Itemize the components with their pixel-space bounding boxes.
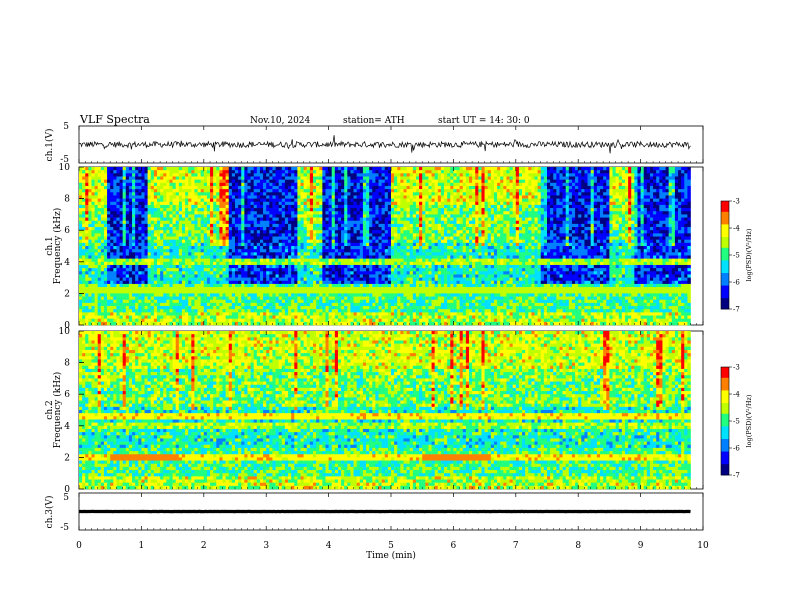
ch1-spectrogram-ylabel-frequency: Frequency (kHz) bbox=[52, 208, 63, 285]
figure-title: VLF Spectra bbox=[79, 113, 150, 126]
ch1-spectrogram-ytick-label: 6 bbox=[64, 226, 70, 236]
ch1-waveform-ylabel: ch.1(V) bbox=[44, 129, 55, 162]
time-tick-label: 0 bbox=[76, 541, 82, 551]
date-label: Nov.10, 2024 bbox=[250, 116, 311, 126]
ch2-spectrogram-ytick-label: 10 bbox=[59, 327, 71, 337]
time-tick-label: 10 bbox=[697, 541, 709, 551]
ch2-colorbar-tick-label: -4 bbox=[733, 391, 740, 399]
ch2-spectrogram-ytick-label: 6 bbox=[64, 390, 70, 400]
ch2-spectrogram-ylabel-frequency: Frequency (kHz) bbox=[52, 372, 63, 449]
ch1-spectrogram-image bbox=[79, 167, 691, 325]
ch2-spectrogram-ytick-label: 8 bbox=[64, 359, 70, 369]
ch2-spectrogram-ytick-label: 2 bbox=[64, 453, 70, 463]
ch2-colorbar-tick-label: -7 bbox=[733, 472, 740, 480]
time-tick-label: 5 bbox=[388, 541, 394, 551]
ch1-colorbar-tick-label: -6 bbox=[733, 279, 740, 287]
ch2-colorbar-label: log(PSD)(V²/Hz) bbox=[745, 394, 753, 447]
ch3-ytick-top: 5 bbox=[63, 493, 69, 503]
ch2-colorbar-tick-label: -3 bbox=[733, 364, 740, 372]
time-tick-label: 8 bbox=[575, 541, 581, 551]
ch1-ytick-top: 5 bbox=[63, 122, 69, 132]
ch3-waveform-panel: 5 -5 ch.3(V) bbox=[44, 493, 703, 533]
ch1-spectrogram-ytick-label: 8 bbox=[64, 195, 70, 205]
time-tick-label: 7 bbox=[513, 541, 519, 551]
ch1-spectrogram-ytick-label: 2 bbox=[64, 289, 70, 299]
time-tick-label: 6 bbox=[451, 541, 457, 551]
ch1-waveform-frame bbox=[79, 126, 703, 163]
start-ut-label: start UT = 14: 30: 0 bbox=[438, 116, 530, 126]
time-tick-label: 2 bbox=[201, 541, 207, 551]
station-label: station= ATH bbox=[343, 116, 405, 126]
ch1-colorbar-tick-label: -7 bbox=[733, 306, 740, 314]
ch1-colorbar-label: log(PSD)(V²/Hz) bbox=[745, 228, 753, 281]
ch2-spectrogram-ytick-label: 4 bbox=[64, 422, 70, 432]
time-tick-label: 3 bbox=[263, 541, 269, 551]
ch2-spectrogram-image bbox=[79, 331, 691, 489]
time-axis-label: Time (min) bbox=[366, 550, 416, 561]
ch2-colorbar-tick-label: -5 bbox=[733, 418, 740, 426]
ch1-waveform-panel: 5 -5 ch.1(V) bbox=[44, 122, 703, 165]
ch1-spectrogram-ytick-label: 10 bbox=[59, 163, 71, 173]
time-tick-label: 9 bbox=[638, 541, 644, 551]
ch3-waveform-ylabel: ch.3(V) bbox=[44, 496, 55, 529]
time-tick-label: 4 bbox=[326, 541, 332, 551]
ch1-colorbar-tick-label: -3 bbox=[733, 198, 740, 206]
ch2-colorbar-tick-label: -6 bbox=[733, 445, 740, 453]
ch3-ytick-bottom: -5 bbox=[60, 523, 69, 533]
ch1-spectrogram-ytick-label: 4 bbox=[64, 258, 70, 268]
ch1-colorbar-tick-label: -4 bbox=[733, 225, 740, 233]
time-tick-label: 1 bbox=[139, 541, 145, 551]
ch1-colorbar-tick-label: -5 bbox=[733, 252, 740, 260]
